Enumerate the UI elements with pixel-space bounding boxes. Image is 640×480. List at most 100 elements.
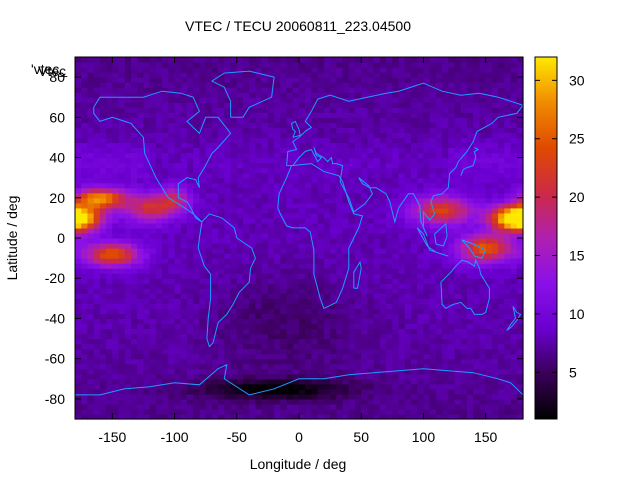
- heatmap-cell: [417, 197, 425, 204]
- heatmap-cell: [131, 243, 138, 249]
- heatmap-cell: [261, 308, 269, 315]
- heatmap-cell: [236, 82, 244, 88]
- heatmap-cell: [205, 227, 213, 234]
- heatmap-cell: [491, 393, 499, 400]
- heatmap-cell: [199, 82, 207, 88]
- heatmap-cell: [423, 222, 431, 229]
- heatmap-cell: [292, 67, 300, 73]
- heatmap-cell: [379, 157, 387, 164]
- heatmap-cell: [460, 353, 468, 360]
- heatmap-cell: [323, 232, 331, 239]
- heatmap-cell: [174, 358, 182, 365]
- heatmap-cell: [299, 278, 306, 284]
- heatmap-cell: [379, 67, 387, 73]
- heatmap-cell: [379, 328, 387, 335]
- heatmap-cell: [106, 177, 113, 184]
- heatmap-cell: [199, 318, 207, 325]
- heatmap-cell: [292, 102, 300, 108]
- heatmap-cell: [87, 363, 95, 370]
- heatmap-cell: [149, 288, 157, 294]
- heatmap-cell: [106, 232, 113, 239]
- heatmap-cell: [280, 248, 288, 254]
- heatmap-cell: [249, 182, 257, 189]
- heatmap-cell: [168, 238, 176, 244]
- heatmap-cell: [230, 182, 238, 189]
- heatmap-cell: [429, 293, 437, 299]
- heatmap-cell: [417, 137, 425, 144]
- heatmap-cell: [398, 263, 406, 269]
- heatmap-cell: [411, 298, 418, 304]
- heatmap-cell: [491, 222, 499, 229]
- heatmap-cell: [180, 398, 188, 405]
- heatmap-cell: [106, 117, 113, 123]
- heatmap-cell: [255, 288, 263, 294]
- heatmap-cell: [336, 207, 344, 214]
- heatmap-cell: [261, 87, 269, 93]
- heatmap-cell: [479, 197, 487, 204]
- heatmap-cell: [292, 243, 300, 249]
- heatmap-cell: [112, 192, 120, 199]
- heatmap-cell: [118, 212, 126, 219]
- heatmap-cell: [274, 363, 281, 370]
- heatmap-cell: [473, 197, 481, 204]
- heatmap-cell: [299, 403, 306, 410]
- heatmap-cell: [442, 142, 449, 149]
- heatmap-cell: [491, 238, 499, 244]
- heatmap-cell: [118, 358, 126, 365]
- heatmap-cell: [211, 187, 219, 194]
- heatmap-cell: [243, 343, 250, 350]
- heatmap-cell: [460, 97, 468, 103]
- heatmap-cell: [355, 192, 362, 199]
- heatmap-cell: [211, 117, 219, 123]
- heatmap-cell: [485, 197, 493, 204]
- heatmap-cell: [211, 122, 219, 128]
- heatmap-cell: [174, 248, 182, 254]
- heatmap-cell: [379, 358, 387, 365]
- heatmap-cell: [112, 243, 120, 249]
- heatmap-cell: [236, 227, 244, 234]
- heatmap-cell: [330, 212, 337, 219]
- heatmap-cell: [131, 112, 138, 118]
- heatmap-cell: [479, 343, 487, 350]
- heatmap-cell: [467, 358, 474, 365]
- heatmap-cell: [137, 202, 145, 209]
- heatmap-cell: [224, 273, 232, 279]
- heatmap-cell: [317, 197, 325, 204]
- heatmap-cell: [174, 273, 182, 279]
- heatmap-cell: [243, 172, 250, 179]
- heatmap-cell: [317, 137, 325, 144]
- heatmap-cell: [392, 333, 400, 340]
- heatmap-cell: [137, 212, 145, 219]
- heatmap-cell: [460, 227, 468, 234]
- heatmap-cell: [373, 373, 381, 380]
- heatmap-cell: [174, 82, 182, 88]
- heatmap-cell: [379, 343, 387, 350]
- heatmap-cell: [162, 378, 169, 385]
- heatmap-cell: [106, 127, 113, 134]
- heatmap-cell: [162, 293, 169, 299]
- heatmap-cell: [479, 263, 487, 269]
- heatmap-cell: [87, 187, 95, 194]
- heatmap-cell: [131, 182, 138, 189]
- heatmap-cell: [131, 258, 138, 264]
- heatmap-cell: [292, 197, 300, 204]
- heatmap-cell: [255, 408, 263, 415]
- heatmap-cell: [386, 408, 393, 415]
- heatmap-cell: [168, 97, 176, 103]
- heatmap-cell: [448, 232, 456, 239]
- heatmap-cell: [355, 383, 362, 390]
- heatmap-cell: [348, 363, 356, 370]
- heatmap-cell: [106, 77, 113, 83]
- heatmap-cell: [187, 202, 194, 209]
- heatmap-cell: [479, 177, 487, 184]
- heatmap-cell: [174, 403, 182, 410]
- heatmap-cell: [174, 348, 182, 355]
- heatmap-cell: [193, 222, 201, 229]
- heatmap-cell: [112, 212, 120, 219]
- heatmap-cell: [286, 328, 294, 335]
- heatmap-cell: [87, 192, 95, 199]
- heatmap-cell: [87, 232, 95, 239]
- heatmap-cell: [149, 238, 157, 244]
- heatmap-cell: [498, 338, 505, 345]
- heatmap-cell: [149, 358, 157, 365]
